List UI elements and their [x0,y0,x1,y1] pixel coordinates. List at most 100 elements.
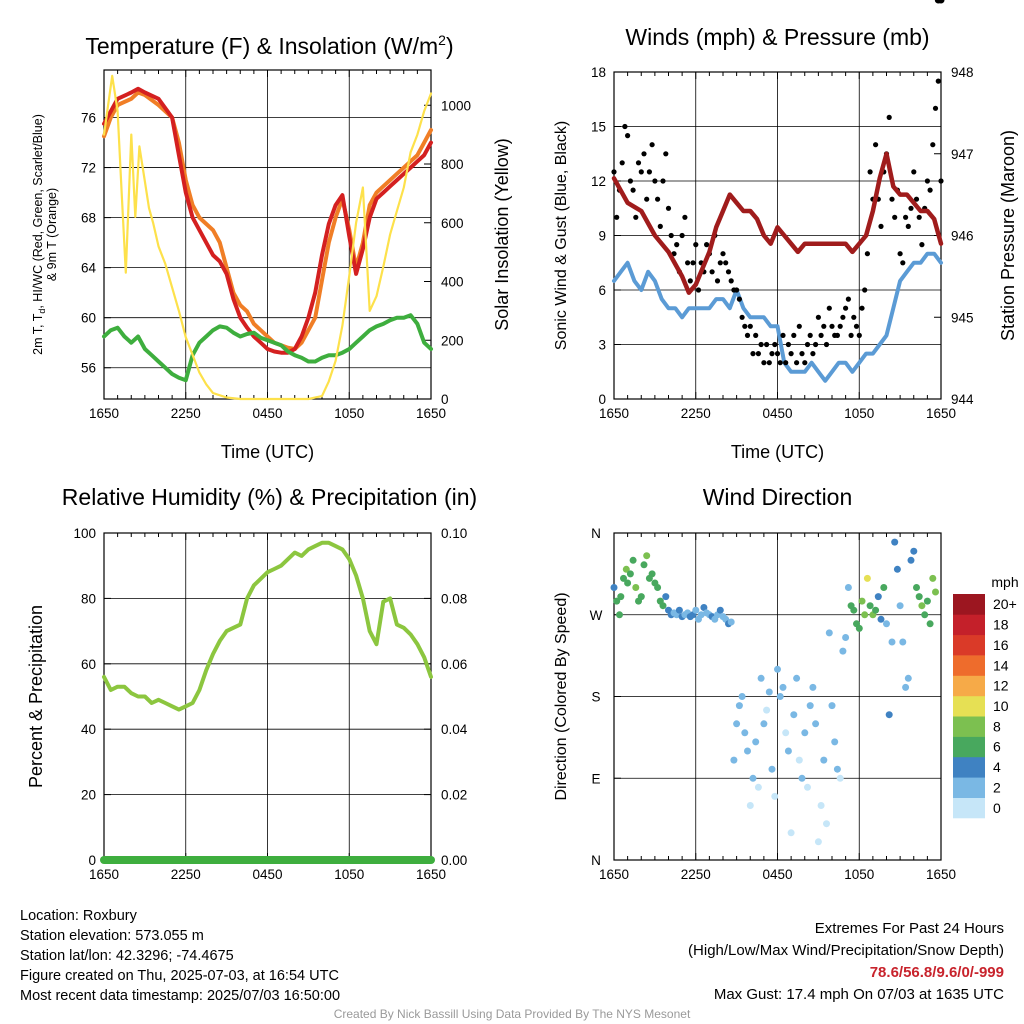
temp-2m-line [102,86,433,355]
colorbar-label: 6 [993,739,1001,755]
direction-point [915,593,923,601]
gust-point [851,314,857,320]
direction-point [918,602,926,610]
direction-point [776,693,784,700]
gust-point [913,196,920,202]
dir-left-ylabel-text: Direction (Colored By Speed) [553,592,570,800]
insolation-ylabel-text: Solar Insolation (Yellow) [492,138,512,330]
gust-point [780,332,786,338]
direction-point [921,611,929,619]
gust-point [818,332,824,338]
gust-point [823,341,830,348]
wind-tick-label: 12 [591,174,606,189]
gust-point [829,323,835,329]
direction-point [820,756,828,764]
direction-point [752,738,760,746]
direction-point [738,693,746,700]
insolation-tick-label: 0 [441,392,449,407]
colorbar-cell [953,594,985,615]
direction-point [855,624,863,632]
gust-point [813,341,819,348]
direction-point [793,674,801,682]
dir-xtick-label: 1050 [844,867,874,882]
direction-point [823,820,830,828]
gust-point [892,214,898,220]
pressure-tick-label: 945 [951,310,974,325]
gust-point [886,114,892,120]
gust-point [862,287,868,293]
gust-point [704,242,710,248]
max-gust-text: Max Gust: 17.4 mph On 07/03 at 1635 UTC [713,986,1004,1003]
direction-point [836,774,844,782]
gust-point [663,151,669,157]
dir-tick-label: N [591,526,601,541]
gust-point [753,332,759,338]
temp-title: Temperature (F) & Insolation (W/m2) [85,32,453,59]
precip-tick-label: 0.10 [441,526,467,541]
direction-point [872,606,880,614]
wind-tick-label: 6 [598,283,606,298]
direction-point [907,556,915,564]
direction-point [896,602,904,610]
direction-point [861,611,869,619]
direction-point [654,584,662,591]
gust-point [685,260,691,266]
direction-point [779,683,787,691]
direction-point [768,765,776,773]
location-text: Location: Roxbury [20,908,137,924]
direction-point [937,0,945,4]
pressure-tick-label: 944 [951,392,974,407]
direction-point [746,802,754,809]
direction-point [659,602,667,610]
direction-point [858,597,866,605]
gust-point [878,223,884,229]
extremes-subtitle: (High/Low/Max Wind/Precipitation/Snow De… [688,942,1004,959]
wind-xtick-label: 2250 [681,406,711,421]
direction-point [787,829,795,837]
station-info: Location: Roxbury Station elevation: 573… [20,906,340,1006]
direction-point [733,720,741,728]
direction-point [692,606,700,614]
dir-title: Wind Direction [703,484,853,510]
gust-point [665,205,672,211]
direction-point [929,574,937,582]
gust-point [736,296,743,302]
gust-point [655,196,661,202]
gust-point [734,287,740,293]
temp-xtick-label: 0450 [252,406,282,421]
direction-point [749,774,757,782]
direction-point [697,611,705,619]
temp-ylabel-part: 2m T, T [31,313,45,355]
gust-point [638,169,644,175]
gust-point [889,196,895,202]
gust-point [739,314,745,320]
pressure-tick-label: 948 [951,65,974,80]
direction-point [784,747,792,755]
gust-point [674,242,680,248]
gust-point [614,214,620,220]
gust-point [843,305,849,311]
temp-xtick-label: 1650 [89,406,119,421]
gust-point [788,351,794,357]
colorbar-label: 2 [993,779,1001,795]
direction-point [910,547,918,555]
gust-point [682,214,688,220]
direction-point [624,579,632,587]
gust-point [627,178,634,184]
colorbar-label: 18 [993,617,1009,633]
temp-xtick-label: 1650 [416,406,446,421]
gust-point [807,332,813,338]
direction-point [828,702,836,710]
wind-tick-label: 15 [591,120,606,135]
direction-point [866,602,874,610]
gust-point [622,123,628,130]
rh-axes: 1650 2250 0450 1050 16500204060801000.000.02… [73,526,467,882]
wind-xtick-label: 1050 [844,406,874,421]
direction-point [923,597,931,605]
extremes-title: Extremes For Past 24 Hours [814,920,1004,937]
dir-xtick-label: 2250 [681,867,711,882]
colorbar-cell [953,756,985,778]
gust-point [799,351,805,357]
direction-point [763,706,771,714]
gust-point [938,178,944,184]
